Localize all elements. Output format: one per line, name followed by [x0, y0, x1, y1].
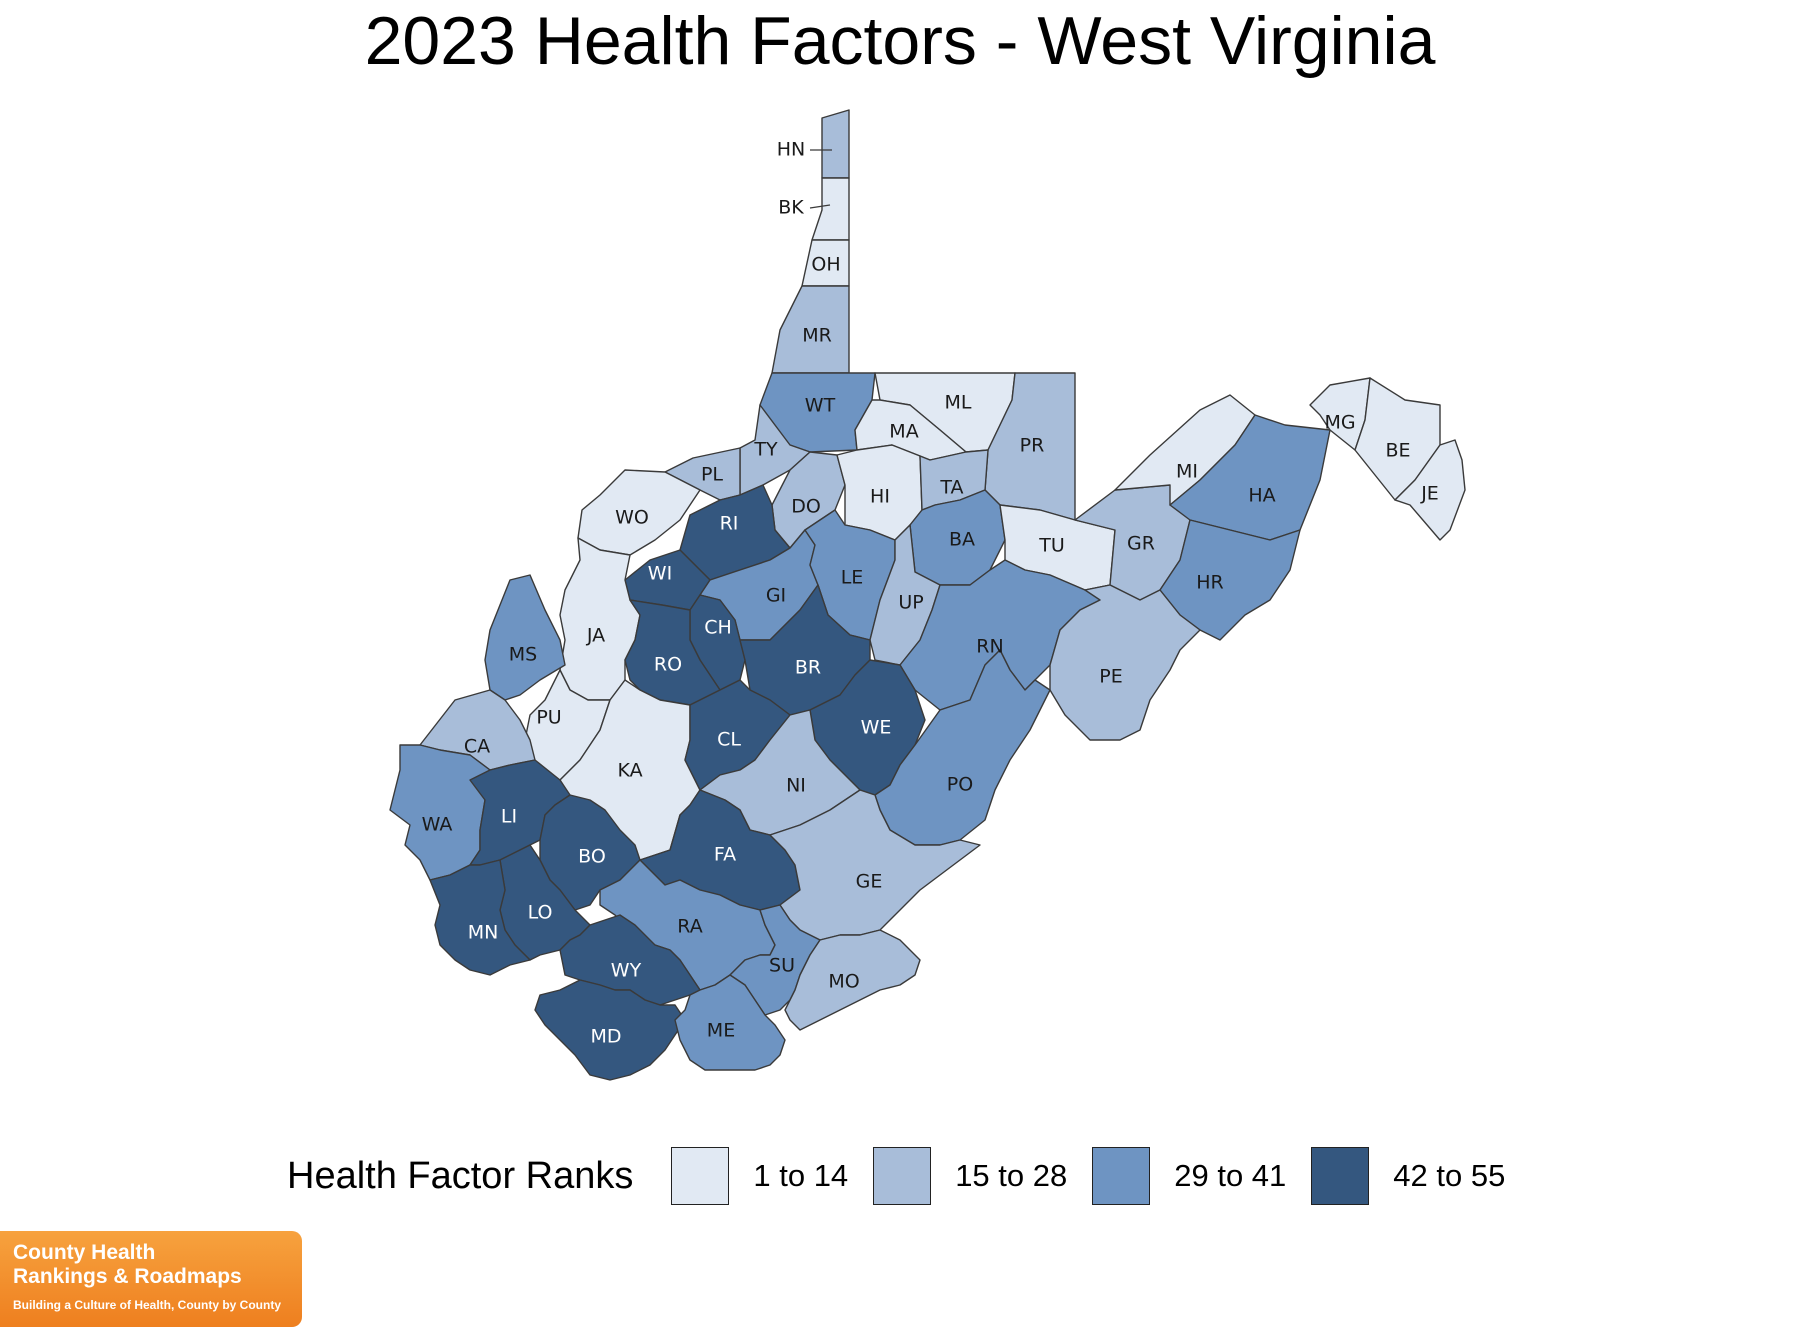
legend-swatch-4 [1311, 1147, 1370, 1205]
county-health-rankings-logo: County Health Rankings & Roadmaps Buildi… [0, 1231, 302, 1327]
county-label-ms: MS [509, 644, 537, 666]
county-label-wt: WT [805, 395, 836, 417]
county-label-ni: NI [786, 775, 806, 797]
legend-item-4: 42 to 55 [1311, 1147, 1505, 1205]
county-ge [769, 789, 981, 941]
county-label-mr: MR [802, 325, 832, 347]
legend-title: Health Factor Ranks [287, 1154, 634, 1197]
county-label-md: MD [590, 1026, 621, 1048]
county-label-hi: HI [870, 486, 890, 508]
county-label-fa: FA [714, 844, 736, 866]
county-label-le: LE [841, 567, 864, 589]
county-label-me: ME [707, 1020, 735, 1042]
county-label-layer: HN BK OH MR WT ML MA PR TY PL DO HI TA WO RI BA TU GR MI HA… [422, 139, 1439, 1048]
county-label-ta: TA [939, 477, 963, 499]
county-label-wo: WO [615, 507, 649, 529]
county-pe [1049, 584, 1201, 741]
county-label-bk: BK [778, 197, 804, 219]
county-me [674, 974, 786, 1071]
county-label-hr: HR [1196, 572, 1224, 594]
legend-label-2: 15 to 28 [955, 1158, 1068, 1193]
county-label-lo: LO [528, 902, 553, 924]
legend-label-4: 42 to 55 [1393, 1158, 1506, 1193]
county-label-ro: RO [654, 654, 682, 676]
county-label-bo: BO [578, 846, 606, 868]
county-label-tu: TU [1038, 535, 1065, 557]
map-title: 2023 Health Factors - West Virginia [364, 3, 1436, 79]
county-label-we: WE [861, 717, 892, 739]
county-md [534, 979, 686, 1081]
county-ha [1169, 414, 1331, 541]
county-label-rn: RN [976, 636, 1003, 658]
county-label-ri: RI [720, 513, 739, 535]
county-label-mo: MO [828, 971, 859, 993]
county-label-wy: WY [611, 960, 642, 982]
legend-swatch-2 [873, 1147, 932, 1205]
county-label-do: DO [791, 496, 821, 518]
county-label-ma: MA [889, 421, 918, 443]
county-ms [484, 574, 566, 701]
county-label-oh: OH [811, 254, 840, 276]
county-label-pr: PR [1020, 435, 1045, 457]
county-label-up: UP [898, 592, 923, 614]
county-label-hn: HN [777, 139, 806, 161]
county-label-ge: GE [856, 871, 883, 893]
county-label-po: PO [947, 774, 973, 796]
county-li [469, 759, 571, 866]
county-bk [811, 177, 850, 241]
logo-line-1: County Health [13, 1241, 156, 1264]
county-po [874, 649, 1051, 846]
county-label-ml: ML [945, 392, 972, 414]
county-label-su: SU [769, 955, 795, 977]
county-label-wa: WA [422, 814, 453, 836]
county-label-mi: MI [1176, 461, 1198, 483]
county-hn [821, 109, 850, 179]
legend: Health Factor Ranks 1 to 14 15 to 28 29 … [287, 1144, 1530, 1208]
county-label-ca: CA [464, 736, 490, 758]
county-layer [389, 109, 1466, 1081]
county-ja [559, 537, 641, 701]
county-label-pl: PL [701, 464, 723, 486]
legend-item-3: 29 to 41 [1092, 1147, 1286, 1205]
county-label-pe: PE [1099, 666, 1122, 688]
county-label-mn: MN [468, 922, 499, 944]
county-label-mg: MG [1324, 412, 1355, 434]
county-mn [429, 859, 531, 976]
county-leader-line-bk [809, 204, 831, 209]
county-label-li: LI [501, 806, 517, 828]
logo-tagline: Building a Culture of Health, County by … [13, 1298, 281, 1312]
county-label-pu: PU [536, 707, 561, 729]
legend-swatch-1 [671, 1147, 730, 1205]
county-label-ja: JA [586, 625, 605, 647]
county-label-wi: WI [648, 563, 672, 585]
county-label-ka: KA [617, 760, 642, 782]
logo-line-2: Rankings & Roadmaps [13, 1265, 242, 1288]
county-label-je: JE [1420, 483, 1439, 505]
county-label-ty: TY [753, 439, 778, 461]
county-label-br: BR [795, 657, 821, 679]
legend-label-1: 1 to 14 [753, 1158, 849, 1193]
legend-label-3: 29 to 41 [1174, 1158, 1287, 1193]
legend-swatch-3 [1092, 1147, 1151, 1205]
county-label-ra: RA [677, 916, 702, 938]
legend-item-2: 15 to 28 [873, 1147, 1067, 1205]
county-label-ba: BA [949, 529, 975, 551]
county-je [1394, 439, 1466, 541]
county-label-ha: HA [1248, 485, 1275, 507]
county-label-be: BE [1385, 440, 1410, 462]
county-label-ch: CH [704, 617, 732, 639]
county-mo [784, 929, 921, 1031]
county-label-gr: GR [1127, 533, 1155, 555]
legend-item-1: 1 to 14 [671, 1147, 848, 1205]
county-label-cl: CL [717, 729, 741, 751]
county-label-gi: GI [766, 585, 786, 607]
west-virginia-map: HN BK OH MR WT ML MA PR TY PL DO HI TA WO RI BA TU GR MI HA… [389, 109, 1466, 1081]
